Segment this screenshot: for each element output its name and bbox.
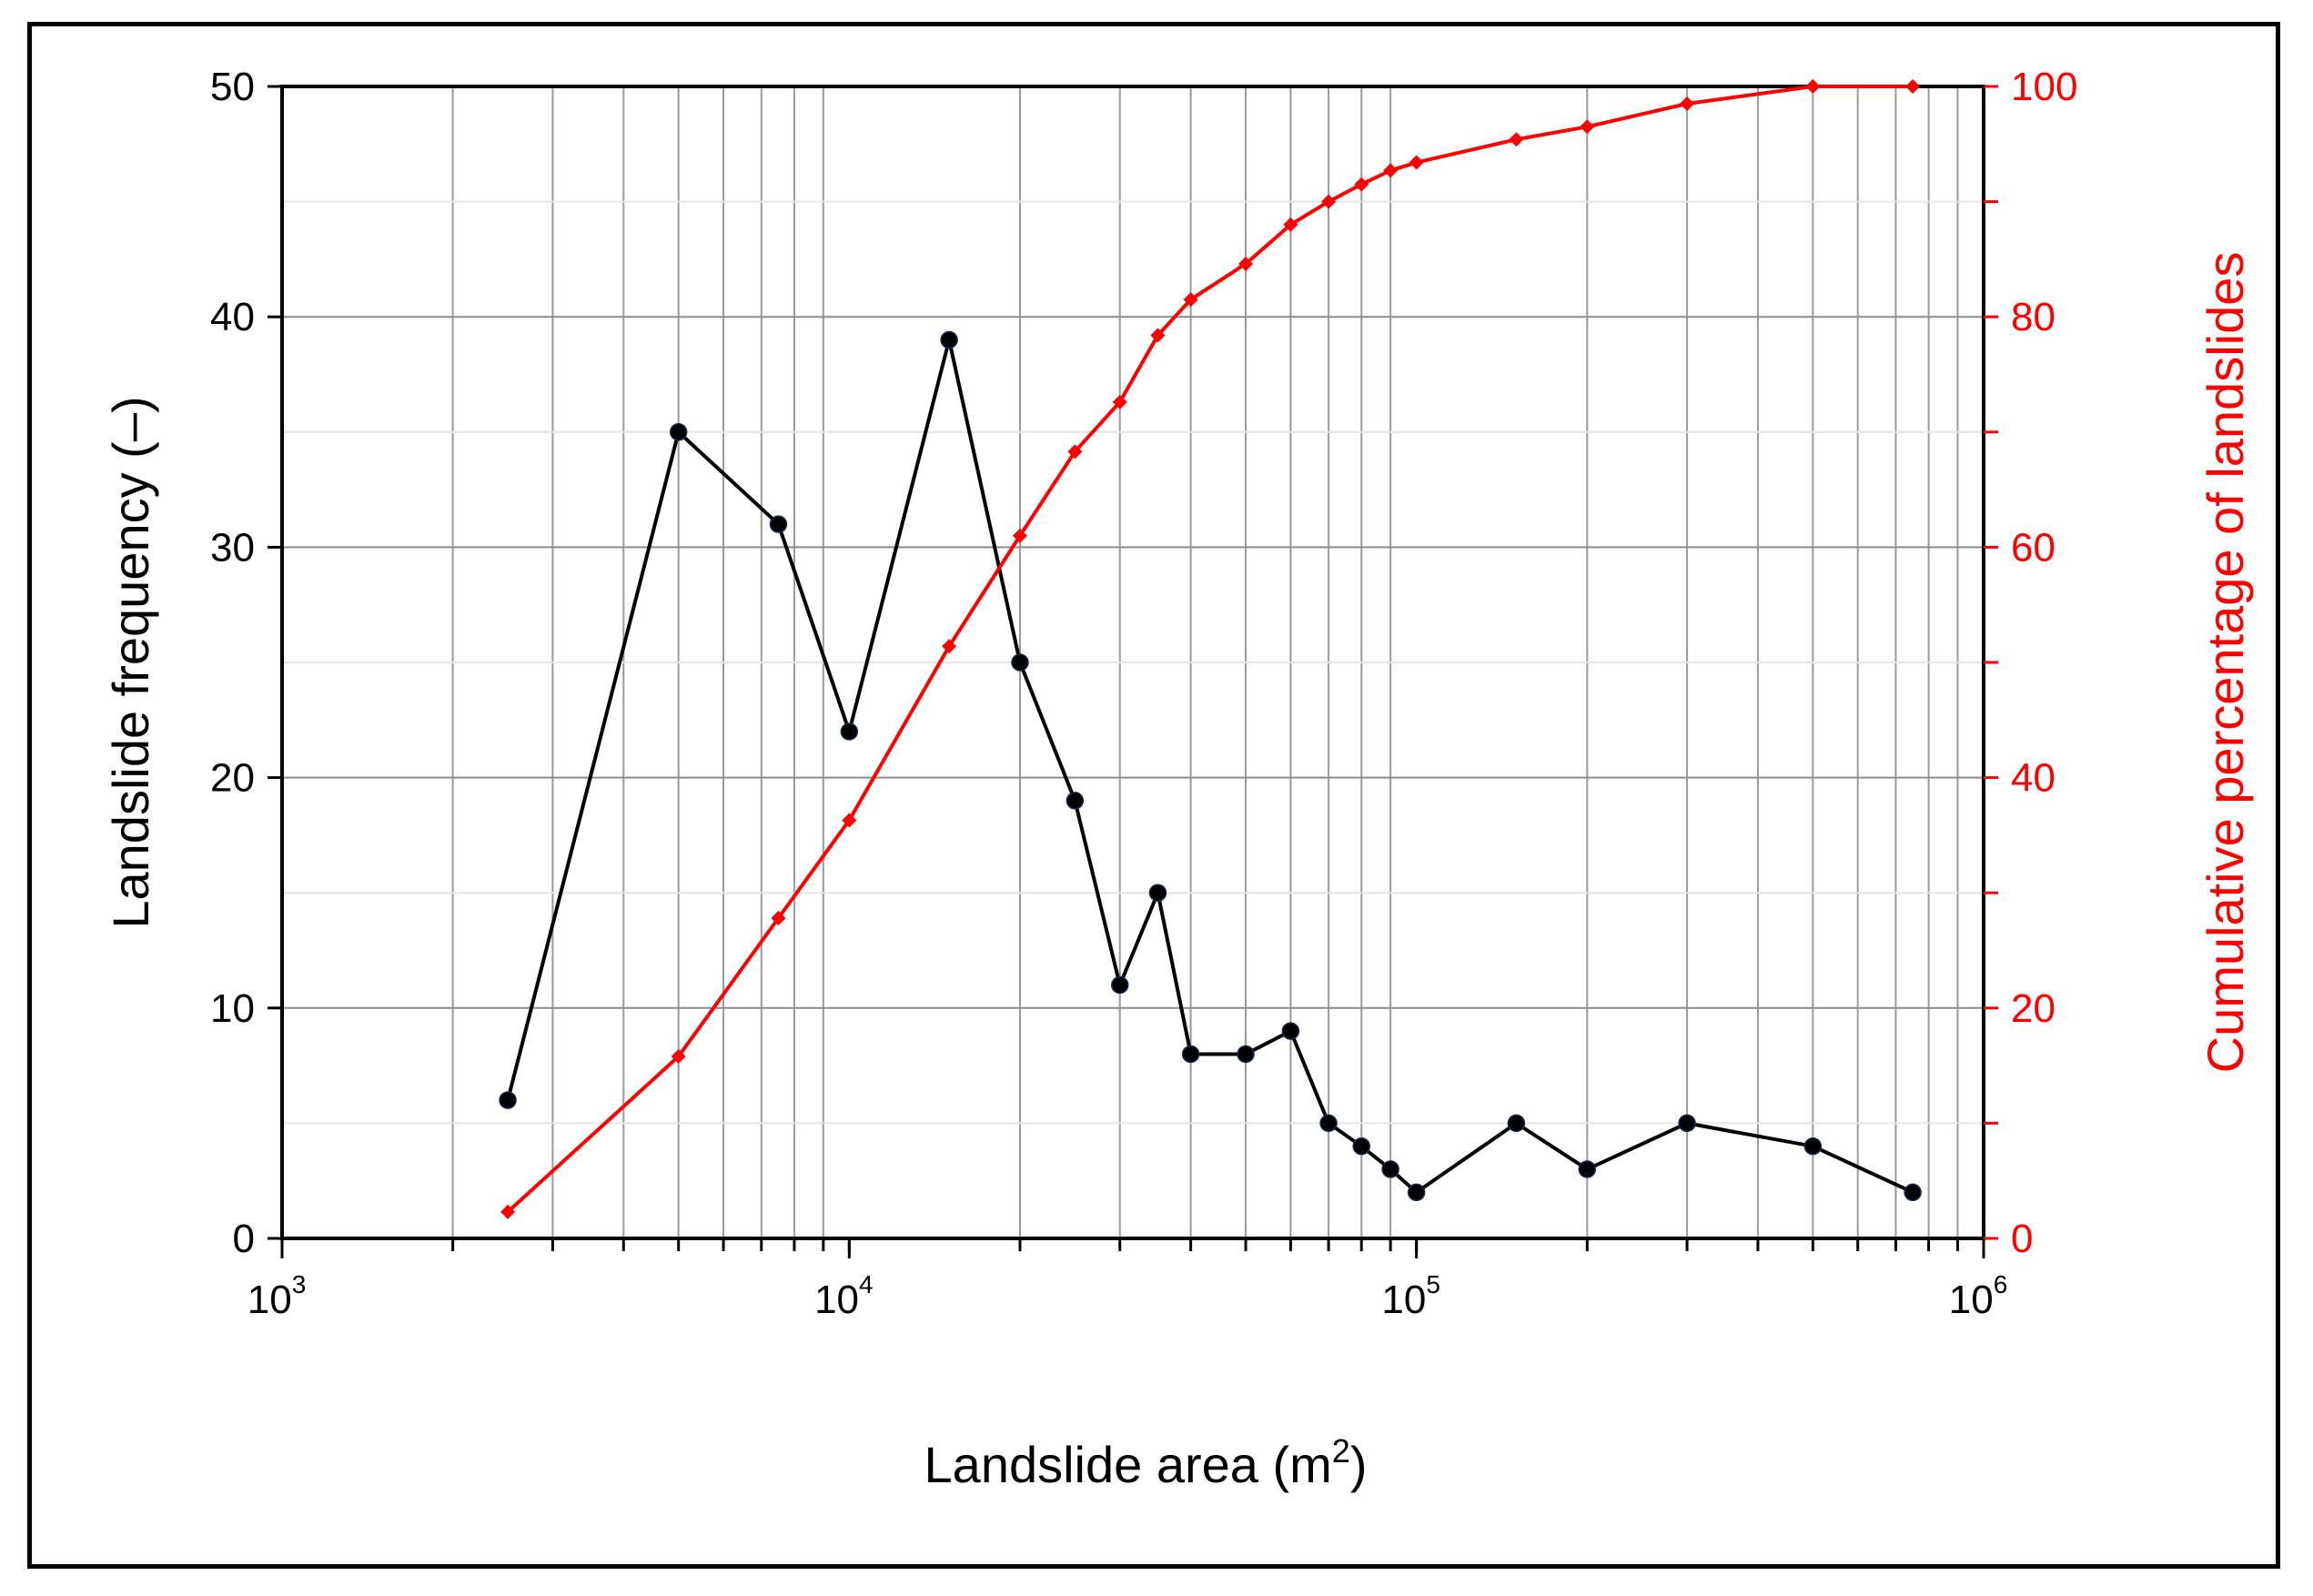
x-axis-title: Landslide area (m2) [924, 1432, 1368, 1493]
y-right-tick-label: 20 [2011, 986, 2055, 1031]
y-right-tick-label: 0 [2011, 1217, 2033, 1261]
series-point-right [1112, 394, 1127, 409]
x-axis-title-main: Landslide area (m [924, 1436, 1332, 1493]
series-point-left [1319, 1114, 1338, 1133]
series-point-left [1803, 1136, 1823, 1156]
x-tick-label-base: 10 [814, 1278, 859, 1322]
series-point-left [1066, 792, 1085, 810]
series-point-right [942, 639, 957, 654]
y-left-tick-label: 0 [233, 1217, 255, 1261]
series-point-left [499, 1091, 517, 1109]
series-point-left [1507, 1114, 1526, 1133]
series-point-left [1381, 1160, 1399, 1178]
series-point-right [842, 813, 857, 828]
x-tick-label-base: 10 [1381, 1278, 1426, 1322]
x-tick-label: 104 [814, 1270, 874, 1322]
chart-frame: 103 104 105 106 0 10 20 30 40 50 0 20 40 60 80 100 Land… [27, 22, 2280, 1569]
series-point-left [940, 330, 958, 349]
series-point-right [1150, 328, 1166, 343]
series-point-left [669, 423, 688, 441]
series-point-left [1578, 1160, 1597, 1178]
series-layer [499, 79, 1922, 1219]
series-point-right [1321, 194, 1337, 209]
y-left-tick-label: 20 [210, 756, 255, 801]
series-point-right [771, 911, 786, 926]
series-point-left [840, 722, 859, 741]
x-tick-label-exp: 4 [859, 1270, 874, 1298]
series-point-left [1181, 1045, 1200, 1064]
x-axis-title-sup: 2 [1332, 1432, 1350, 1470]
series-point-right [1067, 444, 1083, 460]
series-point-left [1281, 1022, 1300, 1040]
axis-ticks [268, 85, 1998, 1258]
series-point-right [1012, 528, 1027, 543]
x-axis-title-tail: ) [1350, 1436, 1368, 1493]
y-right-tick-label: 40 [2011, 756, 2055, 801]
x-tick-label: 106 [1949, 1270, 2008, 1322]
series-point-right [1383, 163, 1399, 178]
y-left-tick-label: 40 [210, 295, 255, 339]
series-point-right [671, 1048, 686, 1064]
x-tick-label: 103 [247, 1270, 307, 1322]
series-point-right [1680, 96, 1695, 111]
y-right-tick-label: 80 [2011, 295, 2055, 339]
x-tick-label-exp: 6 [1994, 1270, 2008, 1298]
series-point-right [500, 1204, 516, 1219]
series-point-right [1905, 79, 1921, 94]
series-line-right [506, 85, 1914, 1214]
x-tick-label-exp: 3 [292, 1270, 307, 1298]
series-point-left [1904, 1183, 1922, 1202]
series-point-left [1011, 653, 1029, 672]
series-point-left [1110, 975, 1129, 995]
x-tick-label: 105 [1381, 1270, 1440, 1322]
series-point-left [1352, 1136, 1371, 1156]
y-right-tick-label: 60 [2011, 525, 2055, 570]
series-point-right [1580, 119, 1595, 135]
series-point-left [1237, 1045, 1255, 1064]
series-point-right [1509, 132, 1524, 147]
series-point-left [769, 515, 788, 533]
x-tick-label-base: 10 [247, 1278, 292, 1322]
y-axis-left-title: Landslide frequency (–) [102, 396, 159, 928]
y-left-tick-label: 10 [210, 986, 255, 1031]
series-point-left [1678, 1114, 1696, 1133]
series-point-left [1407, 1183, 1426, 1202]
series-point-right [1805, 79, 1821, 94]
y-left-tick-label: 30 [210, 525, 255, 570]
series-point-right [1283, 217, 1298, 232]
x-tick-label-exp: 5 [1426, 1270, 1440, 1298]
series-point-left [1148, 884, 1167, 902]
x-tick-label-base: 10 [1949, 1278, 1994, 1322]
series-point-right [1183, 292, 1198, 308]
y-axis-right-title: Cumulative percentage of landslides [2197, 252, 2254, 1074]
series-line-left [506, 338, 1914, 1195]
series-point-right [1238, 256, 1254, 271]
y-right-tick-label: 100 [2011, 65, 2077, 109]
series-point-right [1409, 155, 1424, 170]
y-left-tick-label: 50 [210, 65, 255, 109]
series-point-right [1354, 177, 1369, 192]
grid [282, 86, 1984, 1238]
